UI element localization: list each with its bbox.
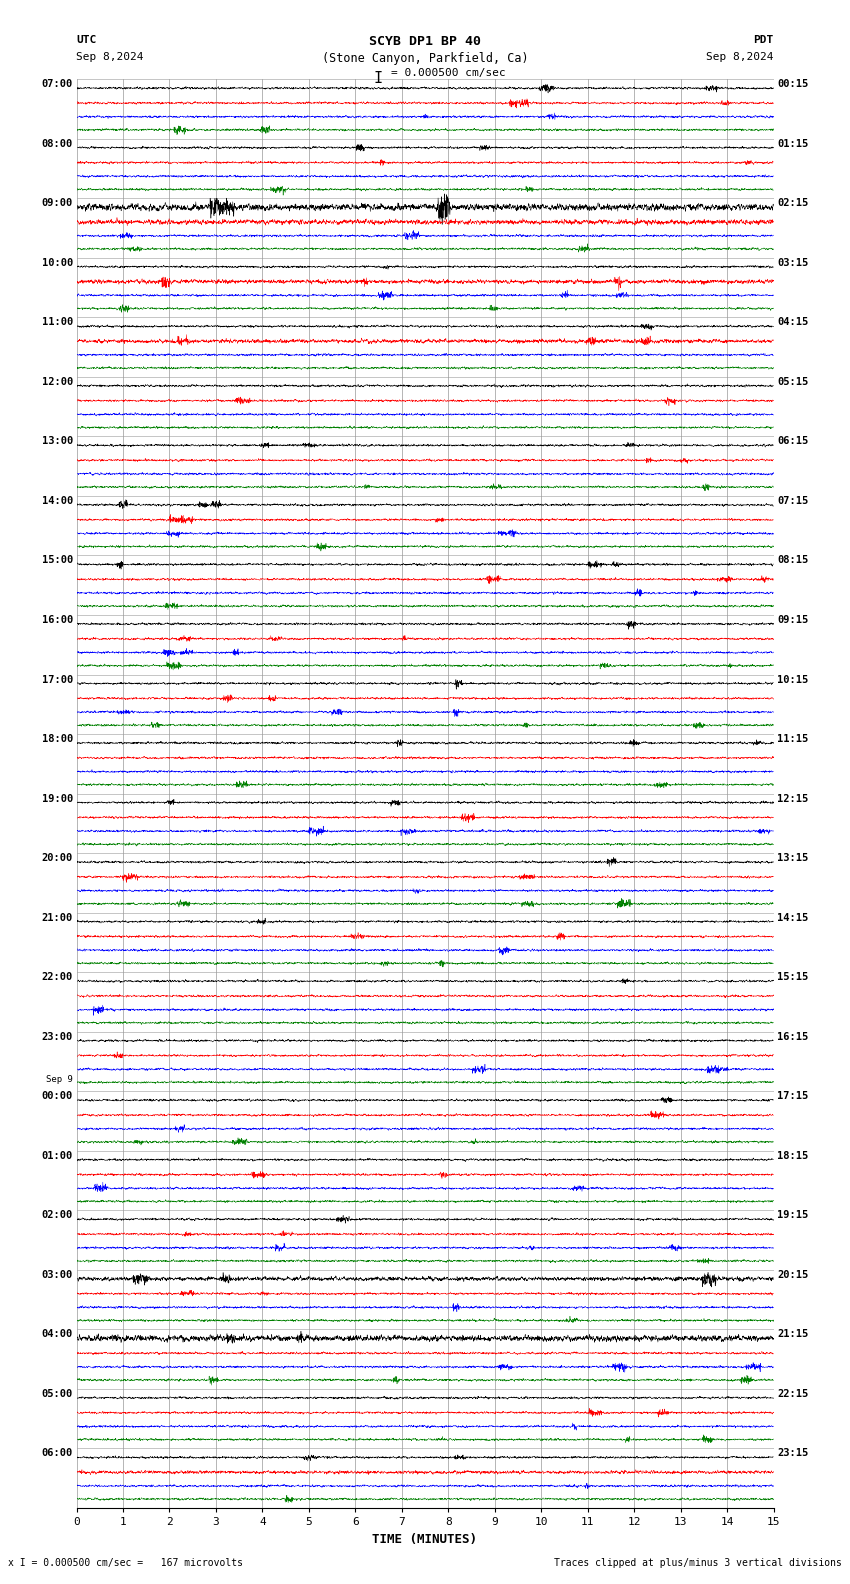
Text: 15:00: 15:00 [42, 556, 73, 565]
Text: 06:00: 06:00 [42, 1448, 73, 1459]
Text: 02:00: 02:00 [42, 1210, 73, 1220]
Text: 12:15: 12:15 [777, 794, 808, 803]
Text: 09:00: 09:00 [42, 198, 73, 208]
Text: 04:15: 04:15 [777, 317, 808, 328]
Text: 13:15: 13:15 [777, 854, 808, 863]
Text: 01:15: 01:15 [777, 139, 808, 149]
Text: 03:15: 03:15 [777, 258, 808, 268]
Text: 22:00: 22:00 [42, 973, 73, 982]
Text: 21:15: 21:15 [777, 1329, 808, 1340]
Text: I: I [374, 71, 382, 86]
Text: 08:15: 08:15 [777, 556, 808, 565]
Text: = 0.000500 cm/sec: = 0.000500 cm/sec [391, 68, 506, 78]
Text: 10:00: 10:00 [42, 258, 73, 268]
Text: 18:15: 18:15 [777, 1150, 808, 1161]
Text: 04:00: 04:00 [42, 1329, 73, 1340]
Text: 13:00: 13:00 [42, 436, 73, 447]
Text: 07:15: 07:15 [777, 496, 808, 505]
Text: 19:00: 19:00 [42, 794, 73, 803]
Text: 09:15: 09:15 [777, 615, 808, 626]
Text: 10:15: 10:15 [777, 675, 808, 684]
Text: 14:00: 14:00 [42, 496, 73, 505]
Text: 07:00: 07:00 [42, 79, 73, 89]
Text: 20:00: 20:00 [42, 854, 73, 863]
Text: PDT: PDT [753, 35, 774, 44]
Text: 23:15: 23:15 [777, 1448, 808, 1459]
Text: 23:00: 23:00 [42, 1031, 73, 1042]
Text: 03:00: 03:00 [42, 1270, 73, 1280]
Text: 17:15: 17:15 [777, 1091, 808, 1101]
Text: SCYB DP1 BP 40: SCYB DP1 BP 40 [369, 35, 481, 48]
Text: 22:15: 22:15 [777, 1389, 808, 1399]
Text: 08:00: 08:00 [42, 139, 73, 149]
Text: 01:00: 01:00 [42, 1150, 73, 1161]
Text: 14:15: 14:15 [777, 912, 808, 922]
Text: 05:15: 05:15 [777, 377, 808, 386]
Text: 16:00: 16:00 [42, 615, 73, 626]
Text: Traces clipped at plus/minus 3 vertical divisions: Traces clipped at plus/minus 3 vertical … [553, 1559, 842, 1568]
Text: 06:15: 06:15 [777, 436, 808, 447]
Text: 11:15: 11:15 [777, 733, 808, 744]
Text: 05:00: 05:00 [42, 1389, 73, 1399]
Text: 21:00: 21:00 [42, 912, 73, 922]
Text: 18:00: 18:00 [42, 733, 73, 744]
X-axis label: TIME (MINUTES): TIME (MINUTES) [372, 1533, 478, 1546]
Text: 16:15: 16:15 [777, 1031, 808, 1042]
Text: 19:15: 19:15 [777, 1210, 808, 1220]
Text: 12:00: 12:00 [42, 377, 73, 386]
Text: Sep 9: Sep 9 [46, 1076, 73, 1083]
Text: 17:00: 17:00 [42, 675, 73, 684]
Text: 15:15: 15:15 [777, 973, 808, 982]
Text: x I = 0.000500 cm/sec =   167 microvolts: x I = 0.000500 cm/sec = 167 microvolts [8, 1559, 243, 1568]
Text: Sep 8,2024: Sep 8,2024 [706, 52, 774, 62]
Text: 20:15: 20:15 [777, 1270, 808, 1280]
Text: 02:15: 02:15 [777, 198, 808, 208]
Text: (Stone Canyon, Parkfield, Ca): (Stone Canyon, Parkfield, Ca) [321, 52, 529, 65]
Text: Sep 8,2024: Sep 8,2024 [76, 52, 144, 62]
Text: UTC: UTC [76, 35, 97, 44]
Text: 11:00: 11:00 [42, 317, 73, 328]
Text: 00:15: 00:15 [777, 79, 808, 89]
Text: 00:00: 00:00 [42, 1091, 73, 1101]
